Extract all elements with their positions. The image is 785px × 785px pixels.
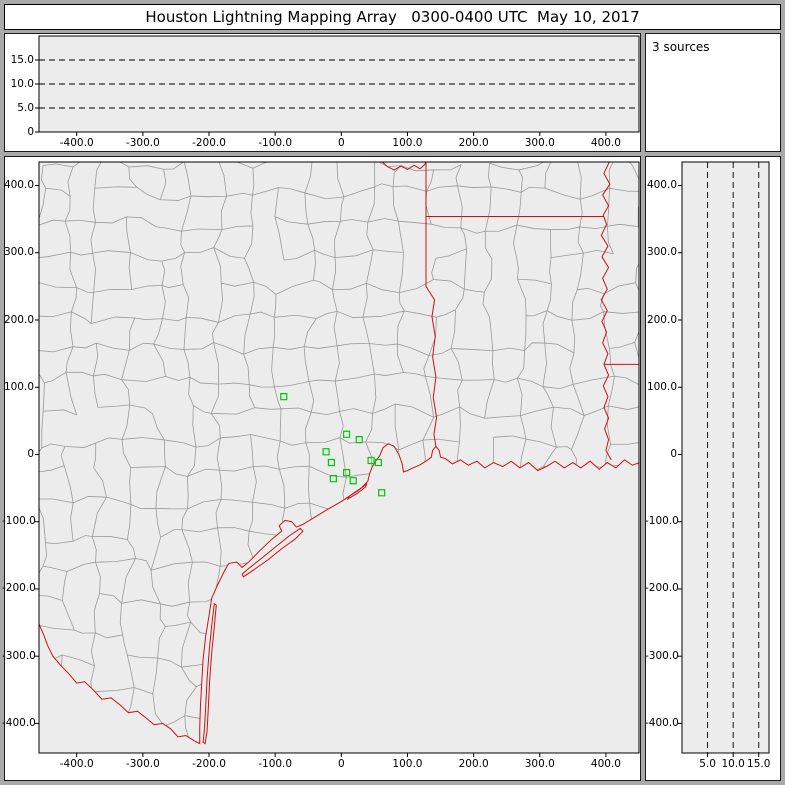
y-tick-label: 200.0 <box>3 313 34 326</box>
state-borders-coastline-icon <box>39 162 640 744</box>
y-tick-label: -300.0 <box>2 649 36 662</box>
title-bar: Houston Lightning Mapping Array 0300-040… <box>4 4 781 30</box>
y-tick-label: 5.0 <box>17 101 34 114</box>
sources-count-label: 3 sources <box>652 40 710 54</box>
x-tick-label: 300.0 <box>524 758 555 770</box>
x-tick-label: -400.0 <box>59 758 94 770</box>
y-tick-label: -400.0 <box>2 716 36 729</box>
x-tick-label: 400.0 <box>590 137 621 149</box>
x-tick-label: 15.0 <box>747 758 771 770</box>
x-tick-label: -100.0 <box>258 758 293 770</box>
lma-station-marker <box>350 478 356 484</box>
ew-altitude-plot[interactable] <box>5 34 640 151</box>
lma-station-marker <box>330 476 336 482</box>
x-tick-label: 5.0 <box>699 758 716 770</box>
x-tick-label: -300.0 <box>125 758 160 770</box>
y-tick-label: 300.0 <box>3 246 34 259</box>
x-tick-label: 0 <box>337 137 345 149</box>
ns-altitude-plot[interactable] <box>646 157 780 780</box>
y-tick-label: -100.0 <box>645 515 679 528</box>
sources-count-panel: 3 sources <box>645 33 781 152</box>
x-tick-label: 200.0 <box>458 758 489 770</box>
page-title: Houston Lightning Mapping Array 0300-040… <box>145 8 640 26</box>
map-plot[interactable] <box>5 157 640 780</box>
x-tick-label: 10.0 <box>721 758 745 770</box>
x-tick-label: -200.0 <box>192 137 226 149</box>
lma-station-marker <box>356 437 362 443</box>
map-frame <box>38 161 640 754</box>
x-tick-label: 200.0 <box>458 137 489 149</box>
y-tick-label: -300.0 <box>645 649 679 662</box>
y-tick-label: -200.0 <box>645 582 679 595</box>
ns-altitude-plot-area[interactable] <box>681 161 770 754</box>
y-tick-label: 100.0 <box>646 380 677 393</box>
lma-station-marker <box>281 394 287 400</box>
x-tick-label: -400.0 <box>59 137 94 149</box>
y-tick-label: -100.0 <box>2 515 36 528</box>
map-panel[interactable]: -400.0 -300.0 -200.0 -100.0 0 100.0 200.0 300.0… <box>2 156 641 781</box>
y-tick-label: 400.0 <box>646 179 677 192</box>
lma-station-marker <box>323 449 329 455</box>
lma-station-marker <box>368 458 374 464</box>
x-tick-label: 300.0 <box>524 137 555 149</box>
y-tick-label: -400.0 <box>645 716 679 729</box>
y-tick-label: 0 <box>27 447 34 460</box>
y-tick-label: 15.0 <box>10 53 34 66</box>
y-tick-label: 0 <box>27 125 34 138</box>
x-tick-label: 400.0 <box>590 758 621 770</box>
lma-station-marker <box>375 460 381 466</box>
ns-altitude-panel[interactable]: 5.0 10.0 15.0 400.0 300.0 200.0 100.0 0 -100.0 -2… <box>645 156 781 781</box>
y-tick-label: 100.0 <box>3 380 34 393</box>
x-tick-label: 100.0 <box>392 137 423 149</box>
lma-station-marker <box>379 490 385 496</box>
x-tick-label: -200.0 <box>192 758 226 770</box>
x-tick-label: 0 <box>337 758 345 770</box>
map-plot-area[interactable] <box>38 161 640 754</box>
y-tick-label: 200.0 <box>646 313 677 326</box>
x-tick-label: 100.0 <box>392 758 423 770</box>
lma-station-marker <box>328 460 334 466</box>
lma-station-marker <box>344 431 350 437</box>
y-tick-label: 10.0 <box>10 77 34 90</box>
y-tick-label: 0 <box>670 447 677 460</box>
ew-altitude-panel[interactable]: -400.0 -300.0 -200.0 -100.0 0 100.0 200.0 300.0… <box>4 33 641 152</box>
lma-station-marker <box>344 470 350 476</box>
x-tick-label: -100.0 <box>258 137 293 149</box>
y-tick-label: 300.0 <box>646 246 677 259</box>
y-tick-label: 400.0 <box>3 179 34 192</box>
y-tick-label: -200.0 <box>2 582 36 595</box>
x-tick-label: -300.0 <box>125 137 160 149</box>
